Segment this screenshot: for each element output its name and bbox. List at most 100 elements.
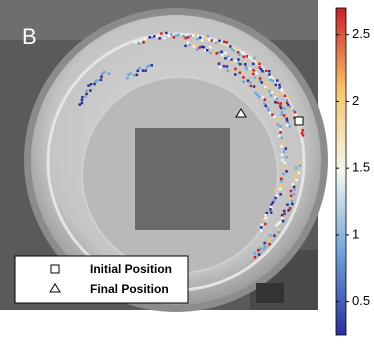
trajectory-dot	[191, 34, 195, 37]
trajectory-dot	[253, 256, 257, 259]
trajectory-dot	[137, 42, 141, 45]
trajectory-dot	[274, 83, 278, 87]
trajectory-dot	[253, 252, 257, 255]
trajectory-dot	[230, 58, 233, 61]
trajectory-dot	[248, 59, 252, 62]
trajectory-dot	[271, 113, 274, 116]
trajectory-dot	[217, 62, 221, 65]
photo	[0, 0, 328, 312]
trajectory-dot	[242, 80, 245, 83]
trajectory-dot	[283, 167, 286, 170]
trajectory-dot	[194, 33, 197, 37]
trajectory-dot	[283, 94, 287, 98]
trajectory-dot	[282, 114, 286, 117]
trajectory-dot	[280, 213, 284, 217]
trajectory-dot	[282, 150, 286, 153]
trajectory-dot	[274, 93, 277, 96]
trajectory-dot	[288, 108, 292, 111]
trajectory-dot	[279, 193, 282, 196]
trajectory-dot	[89, 89, 92, 92]
trajectory-dot	[275, 97, 279, 101]
trajectory-dot	[146, 38, 150, 42]
trajectory-dot	[268, 90, 271, 93]
trajectory-dot	[198, 36, 202, 39]
trajectory-dot	[278, 104, 282, 108]
trajectory-dot	[210, 39, 214, 42]
trajectory-dot	[155, 35, 159, 38]
trajectory-dot	[214, 41, 218, 45]
trajectory-dot	[260, 226, 263, 229]
trajectory-dot	[222, 64, 226, 68]
trajectory-dot	[196, 37, 199, 41]
trajectory-dot	[285, 101, 289, 105]
trajectory-dot	[242, 51, 245, 55]
trajectory-dot	[291, 202, 294, 206]
trajectory-dot	[289, 197, 292, 200]
trajectory-dot	[275, 233, 279, 236]
trajectory-dot	[274, 196, 277, 200]
trajectory-dot	[143, 37, 147, 41]
trajectory-dot	[93, 82, 96, 86]
trajectory-dot	[280, 113, 283, 116]
trajectory-dot	[244, 65, 248, 69]
trajectory-dot	[257, 253, 261, 256]
trajectory-dot	[270, 91, 274, 94]
trajectory-dot	[263, 245, 267, 248]
trajectory-dot	[283, 138, 286, 142]
trajectory-dot	[269, 234, 272, 237]
colorbar-axis: 0.5 1 1.5 2 2.5	[336, 26, 370, 308]
trajectory-dot	[292, 109, 295, 112]
trajectory-dot	[278, 220, 282, 224]
trajectory-dot	[280, 145, 283, 148]
trajectory-dot	[141, 69, 145, 72]
trajectory-dot	[190, 43, 194, 46]
trajectory-dot	[279, 106, 283, 110]
trajectory-dot	[211, 51, 215, 54]
trajectory-dot	[135, 73, 139, 77]
trajectory-dot	[268, 111, 272, 115]
trajectory-dot	[283, 161, 287, 165]
legend: Initial Position Final Position	[14, 255, 189, 304]
trajectory-dot	[298, 164, 302, 167]
trajectory-dot	[252, 69, 255, 72]
trajectory-dot	[226, 69, 230, 72]
trajectory-dot	[264, 214, 267, 217]
trajectory-dot	[264, 69, 268, 73]
trajectory-dot	[278, 187, 282, 191]
trajectory-dot	[89, 83, 93, 86]
trajectory-dot	[245, 67, 249, 71]
trajectory-dot	[148, 36, 151, 39]
trajectory-dot	[294, 113, 298, 116]
trajectory-dot	[253, 76, 257, 80]
trajectory-dot	[107, 72, 111, 75]
trajectory-dot	[269, 237, 272, 240]
trajectory-dot	[274, 100, 277, 104]
trajectory-dot	[235, 47, 239, 51]
trajectory-dot	[172, 36, 176, 39]
trajectory-dot	[256, 60, 259, 64]
trajectory-dot	[150, 64, 154, 67]
trajectory-dot	[270, 203, 273, 206]
trajectory-dot	[287, 209, 290, 212]
trajectory-dot	[280, 110, 284, 114]
trajectory-dot	[233, 73, 237, 76]
trajectory-dot	[218, 51, 221, 54]
trajectory-dot	[230, 68, 233, 72]
trajectory-dot	[269, 94, 273, 97]
trajectory-dot	[261, 96, 265, 99]
trajectory-dot	[283, 212, 286, 216]
trajectory-dot	[298, 162, 302, 165]
trajectory-dot	[282, 209, 286, 213]
trajectory-dot	[273, 199, 276, 202]
trajectory-dot	[298, 169, 301, 172]
trajectory-dot	[218, 39, 221, 43]
trajectory-dot	[237, 58, 240, 61]
trajectory-dot	[258, 62, 261, 66]
trajectory-dot	[274, 96, 277, 99]
trajectory-dot	[285, 119, 289, 123]
initial-marker	[294, 116, 304, 126]
trajectory-dot	[215, 52, 219, 55]
trajectory-dot	[281, 158, 284, 162]
